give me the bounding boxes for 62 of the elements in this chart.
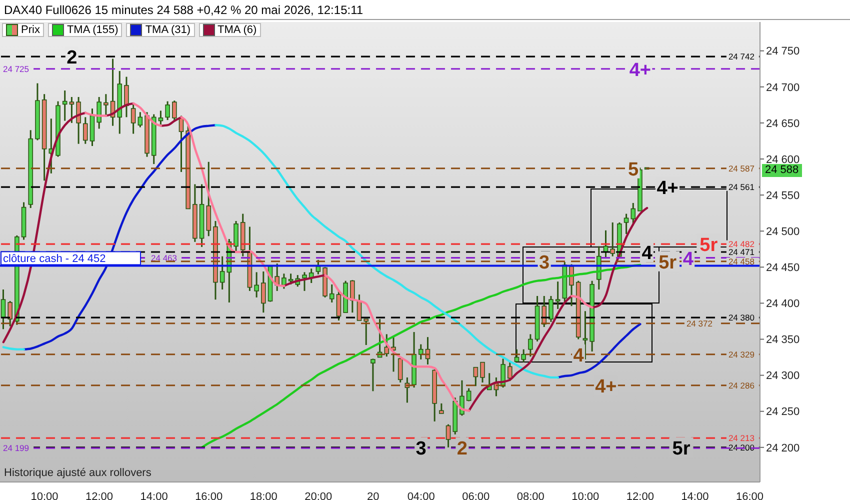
annotation: 5r	[658, 252, 678, 274]
ref-line-label: clôture cash - 24 452	[3, 253, 106, 266]
annotation: 4+	[595, 376, 617, 398]
ref-line-label: 24 587	[728, 163, 755, 174]
y-tick-label: 24 400	[766, 298, 800, 310]
y-tick-label: 24 650	[766, 118, 800, 130]
x-tick-label: 12:00	[626, 491, 654, 500]
ref-line-label: 24 213	[728, 433, 755, 444]
ref-line-label: 24 561	[728, 182, 755, 192]
x-tick-label: 10:00	[30, 491, 58, 500]
annotation: 2	[66, 48, 78, 69]
x-tick-label: 04:00	[407, 491, 435, 500]
y-tick-label: 24 350	[766, 334, 800, 346]
y-tick-label: 24 750	[766, 46, 800, 58]
y-tick-label: 24 600	[766, 154, 800, 166]
ref-line-label: 24 458	[728, 256, 755, 266]
x-tick-label: 18:00	[250, 491, 278, 500]
ref-line-label: 24 286	[728, 380, 755, 390]
x-tick-label: 12:00	[86, 491, 114, 500]
annotation: 4	[682, 248, 694, 270]
x-tick-label: 16:00	[736, 491, 764, 500]
y-tick-label: 24 200	[766, 442, 800, 454]
text: 24 588	[762, 164, 802, 177]
ref-line-label: 24 329	[728, 349, 755, 360]
ref-line-label: 24 463	[151, 252, 178, 263]
legend-label: TMA (31)	[145, 24, 191, 36]
x-tick-label: 10:00	[572, 491, 600, 500]
ref-line-label: 24 482	[728, 239, 755, 250]
annotation: 4+	[629, 60, 652, 81]
legend-label: Prix	[21, 24, 40, 36]
annotation: 4	[573, 345, 584, 366]
annotation: 3	[539, 252, 550, 274]
ref-line-label: 24 372	[686, 318, 713, 328]
annotation: 4+	[656, 178, 678, 200]
x-tick-label: 08:00	[516, 491, 544, 500]
annotation: 3	[416, 438, 426, 460]
legend-label: TMA (155)	[66, 24, 118, 36]
ref-line-label: 24 471	[728, 247, 755, 258]
y-tick-label: 24 300	[766, 370, 800, 382]
annotation: 5	[628, 159, 640, 180]
chart-title: DAX40 Full0626 15 minutes 24 588 +0,42 % 20 mai 2026, 12:15:11	[0, 0, 850, 20]
ref-line-label: 24 725	[3, 64, 30, 74]
x-tick-label: 16:00	[195, 491, 223, 500]
annotation: 5r	[700, 235, 718, 256]
y-tick-label: 24 500	[766, 226, 800, 238]
annotation: 2	[456, 438, 468, 460]
x-tick-label: 20	[367, 491, 380, 500]
y-tick-label: 24 250	[766, 406, 800, 418]
ref-line-label: 24 199	[3, 443, 30, 454]
x-tick-label: 06:00	[462, 491, 490, 500]
ref-line-label: 24 742	[728, 52, 755, 62]
annotation: 5r	[672, 438, 691, 460]
y-tick-label: 24 700	[766, 82, 800, 94]
y-tick-label: 24 450	[766, 262, 800, 274]
legend-label: TMA (6)	[218, 24, 257, 36]
x-tick-label: 14:00	[681, 491, 709, 500]
x-tick-label: 14:00	[140, 491, 168, 500]
x-tick-label: 20:00	[304, 491, 332, 500]
annotation: 4	[642, 243, 653, 264]
ref-line-label: 24 380	[728, 312, 755, 323]
y-tick-label: 24 550	[766, 190, 800, 202]
annotation: Historique ajusté aux rollovers	[4, 467, 152, 479]
